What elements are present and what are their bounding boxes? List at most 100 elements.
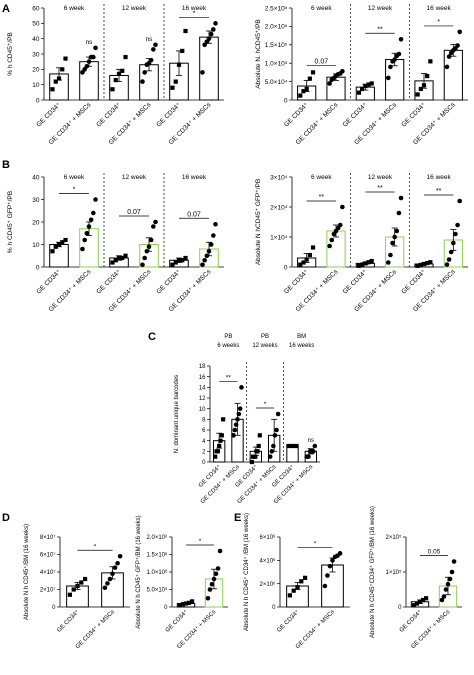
data-point xyxy=(113,258,118,263)
data-point xyxy=(390,240,395,246)
chart-e2: 0 1×10⁵ 2×10⁵ Absolute N h CD45⁺CD34⁺ GFP⁺/… xyxy=(369,506,462,650)
y-tick-label: 0 xyxy=(36,264,40,271)
significance-label: 0.05 xyxy=(428,549,441,556)
data-point xyxy=(235,417,240,422)
data-point xyxy=(256,443,261,449)
y-tick-label: 40 xyxy=(32,174,40,181)
y-tick-label: 10 xyxy=(32,82,40,89)
data-point xyxy=(388,252,393,258)
y-tick-label: 6 xyxy=(202,428,206,434)
data-point xyxy=(249,459,254,465)
data-point xyxy=(215,449,220,454)
significance-label: ns xyxy=(146,36,154,43)
group-label: 6 week xyxy=(311,5,332,12)
data-point xyxy=(200,70,205,75)
data-point xyxy=(206,36,212,41)
data-point xyxy=(208,242,214,247)
data-point xyxy=(340,204,345,210)
data-point xyxy=(299,579,304,584)
significance-label: ns xyxy=(86,39,94,46)
x-tick-label: GE CD34⁺ xyxy=(56,608,81,633)
data-point xyxy=(189,599,195,604)
significance-label: * xyxy=(193,10,196,17)
x-tick-label: GE CD34⁺ xyxy=(95,101,122,128)
data-point xyxy=(302,575,308,580)
y-tick-label: 2×10⁴ xyxy=(270,204,288,211)
y-tick-label: 0 xyxy=(272,605,276,611)
data-point xyxy=(82,576,88,582)
y-tick-label: 60 xyxy=(32,5,40,12)
group-label: 16 weeks xyxy=(289,343,314,349)
group-label: 12 week xyxy=(368,174,393,181)
data-point xyxy=(140,262,145,268)
data-point xyxy=(267,454,273,459)
chart-c: 0 2 4 6 8 10 12 14 16 18 N. dominant unique barcod… xyxy=(174,334,320,505)
y-tick-label: 30 xyxy=(32,51,40,58)
data-point xyxy=(330,558,335,563)
data-point xyxy=(93,197,98,202)
data-point xyxy=(398,36,404,42)
y-tick-label: 1.0×10⁵ xyxy=(265,60,288,67)
data-point xyxy=(445,581,451,587)
data-point xyxy=(294,443,299,449)
significance-label: ** xyxy=(436,188,442,195)
panel-letter-d: D xyxy=(2,512,10,524)
data-point xyxy=(392,234,397,240)
data-point xyxy=(213,21,218,26)
group-label: 12 weeks xyxy=(252,343,277,349)
data-point xyxy=(363,261,368,266)
bar xyxy=(79,61,99,101)
data-point xyxy=(110,571,115,577)
data-point xyxy=(304,86,309,92)
x-tick-label: GE CD34⁺ xyxy=(155,268,182,295)
data-point xyxy=(366,82,371,87)
data-point xyxy=(53,79,58,84)
data-point xyxy=(310,449,316,454)
data-point xyxy=(441,594,447,599)
data-point xyxy=(257,433,262,438)
data-point xyxy=(392,57,397,62)
data-point xyxy=(120,255,125,261)
x-tick-label: GE CD34⁺ xyxy=(283,268,310,295)
y-tick-label: 2×10⁵ xyxy=(385,534,402,541)
x-tick-label: GE CD34⁺ xyxy=(400,101,427,128)
data-point xyxy=(322,583,328,589)
data-point xyxy=(148,57,154,63)
data-point xyxy=(423,596,429,601)
data-point xyxy=(148,237,154,243)
y-tick-label: 5.0×10⁵ xyxy=(146,587,168,594)
data-point xyxy=(218,438,223,443)
y-tick-label: 4×10⁷ xyxy=(40,569,56,576)
data-point xyxy=(453,231,458,237)
data-point xyxy=(295,585,300,590)
data-point xyxy=(366,260,371,265)
data-point xyxy=(237,406,243,411)
panel-letter-b: B xyxy=(2,159,10,171)
significance-label: * xyxy=(264,401,267,408)
group-label: 16 week xyxy=(427,174,452,181)
data-point xyxy=(312,443,318,449)
group-label: PB xyxy=(224,334,232,340)
y-tick-label: 12 xyxy=(199,396,206,402)
data-point xyxy=(205,595,211,601)
significance-label: 0.07 xyxy=(127,209,141,216)
data-point xyxy=(310,70,316,75)
data-point xyxy=(446,257,452,262)
data-point xyxy=(123,253,128,258)
data-point xyxy=(219,433,224,438)
y-tick-label: 1×10⁵ xyxy=(385,569,402,576)
data-point xyxy=(79,580,84,585)
data-point xyxy=(329,237,335,243)
data-point xyxy=(301,89,306,94)
data-point xyxy=(455,43,460,48)
x-tick-label: GE CD34⁺ xyxy=(35,101,62,128)
data-point xyxy=(170,85,175,90)
data-point xyxy=(446,54,452,59)
data-point xyxy=(67,592,73,597)
data-point xyxy=(209,581,215,587)
data-point xyxy=(287,593,293,598)
panel-letter-a: A xyxy=(2,3,10,15)
data-point xyxy=(110,260,115,265)
data-point xyxy=(217,443,222,449)
